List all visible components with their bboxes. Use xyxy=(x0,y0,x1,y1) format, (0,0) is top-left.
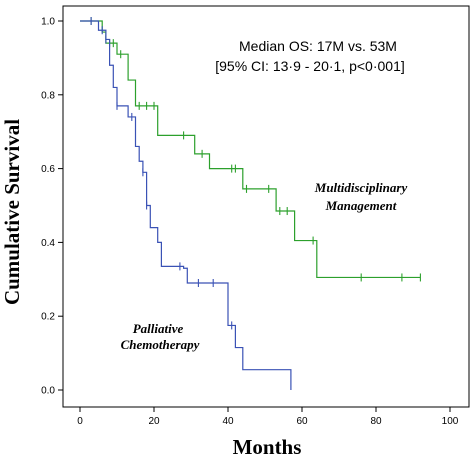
y-tick-label-0.6: 0.6 xyxy=(41,164,55,175)
y-axis-title: Cumulative Survival xyxy=(0,119,24,305)
x-tick-label-0: 0 xyxy=(77,416,83,427)
plot-area-frame xyxy=(62,5,470,408)
series-label-palliative-line1: Palliative xyxy=(133,321,184,336)
x-axis-title: Months xyxy=(233,435,302,459)
survival-curve-multidisciplinary xyxy=(80,20,421,279)
annotation-median: Median OS: 17M vs. 53M xyxy=(239,38,397,54)
annotation-ci: [95% CI: 13·9 - 20·1, p<0·001] xyxy=(215,58,405,74)
series-label-multidisciplinary-line1: Multidisciplinary xyxy=(314,180,408,195)
y-tick-label-0.4: 0.4 xyxy=(41,238,55,249)
survival-curve-palliative xyxy=(80,20,292,390)
x-tick-label-60: 60 xyxy=(296,416,308,427)
axes: 0 20 40 60 80 100 0.0 0.2 0.4 0.6 0.8 1.0 xyxy=(41,17,459,428)
y-tick-label-1: 1.0 xyxy=(41,17,55,28)
x-tick-label-40: 40 xyxy=(222,416,234,427)
series-label-palliative-line2: Chemotherapy xyxy=(121,337,200,352)
x-tick-label-20: 20 xyxy=(148,416,160,427)
series-layer xyxy=(80,17,421,390)
y-tick-label-0: 0.0 xyxy=(41,386,55,397)
series-label-multidisciplinary-line2: Management xyxy=(325,198,397,213)
x-tick-label-80: 80 xyxy=(370,416,382,427)
x-tick-label-100: 100 xyxy=(442,416,459,427)
y-tick-label-0.2: 0.2 xyxy=(41,312,55,323)
y-tick-label-0.8: 0.8 xyxy=(41,90,55,101)
